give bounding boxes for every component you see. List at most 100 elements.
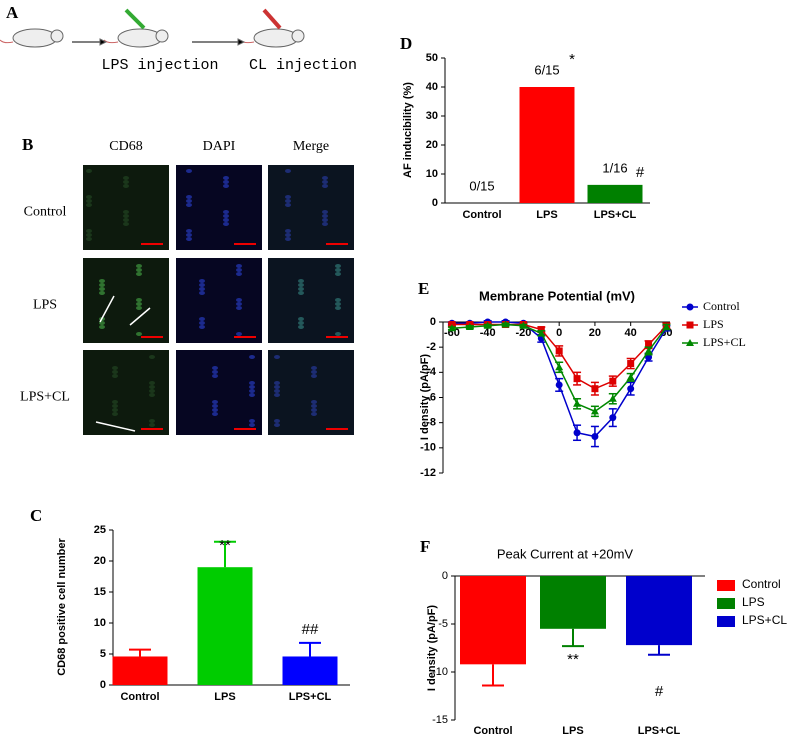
cell bbox=[249, 389, 255, 393]
cell bbox=[311, 370, 317, 374]
cell bbox=[335, 298, 341, 302]
legend-label: LPS bbox=[703, 317, 724, 331]
y-tick-label: 15 bbox=[94, 586, 106, 598]
cell bbox=[212, 366, 218, 370]
cell bbox=[298, 287, 304, 291]
legend-label: Control bbox=[742, 577, 781, 591]
marker bbox=[465, 323, 474, 331]
cell bbox=[212, 400, 218, 404]
cell bbox=[99, 283, 105, 287]
cell bbox=[274, 393, 280, 397]
cell bbox=[223, 222, 229, 226]
cell bbox=[212, 408, 218, 412]
bar bbox=[519, 87, 575, 203]
cell bbox=[285, 195, 291, 199]
cell bbox=[212, 370, 218, 374]
x-tick-label: Control bbox=[462, 209, 501, 221]
micrograph bbox=[268, 258, 354, 343]
y-tick-label: 0 bbox=[430, 316, 436, 328]
cell bbox=[249, 423, 255, 427]
cell bbox=[322, 176, 328, 180]
micrograph bbox=[83, 258, 169, 343]
y-tick-label: -6 bbox=[426, 391, 436, 403]
marker bbox=[686, 339, 694, 346]
y-tick-label: 0 bbox=[100, 679, 106, 691]
x-tick-label: Control bbox=[120, 691, 159, 703]
row-label: LPS bbox=[33, 298, 57, 313]
panel-label: A bbox=[6, 3, 19, 22]
cell bbox=[274, 385, 280, 389]
y-tick-label: 0 bbox=[432, 197, 438, 209]
marker bbox=[555, 347, 563, 355]
mouse bbox=[253, 28, 299, 48]
cell bbox=[136, 306, 142, 310]
cell bbox=[136, 332, 142, 336]
cell bbox=[322, 218, 328, 222]
mouse bbox=[117, 28, 163, 48]
micrograph bbox=[176, 258, 262, 343]
y-tick-label: 30 bbox=[426, 110, 438, 122]
legend-swatch bbox=[717, 616, 735, 627]
cell bbox=[186, 195, 192, 199]
marker bbox=[686, 321, 694, 329]
legend-label: Control bbox=[703, 299, 740, 313]
marker bbox=[555, 381, 563, 389]
chart: F I density (pA/pF) Peak Current at +20mV 0… bbox=[420, 537, 787, 737]
cell bbox=[186, 237, 192, 241]
marker bbox=[609, 414, 617, 422]
cell bbox=[236, 306, 242, 310]
mouse bbox=[291, 29, 305, 43]
cell bbox=[123, 176, 129, 180]
marker bbox=[573, 399, 582, 407]
cell bbox=[274, 381, 280, 385]
cell bbox=[112, 370, 118, 374]
cell bbox=[199, 321, 205, 325]
cell bbox=[311, 408, 317, 412]
marker bbox=[537, 329, 546, 337]
marker bbox=[590, 407, 599, 415]
marker bbox=[591, 433, 599, 441]
arrow-head bbox=[237, 38, 246, 46]
annotation: * bbox=[569, 51, 575, 68]
cell bbox=[136, 302, 142, 306]
annotation: ** bbox=[219, 537, 231, 554]
arrow-head bbox=[99, 38, 108, 46]
cell bbox=[335, 302, 341, 306]
column-header: CD68 bbox=[109, 139, 142, 154]
cell bbox=[249, 355, 255, 359]
cell bbox=[99, 325, 105, 329]
marker bbox=[686, 303, 694, 311]
cell bbox=[86, 169, 92, 173]
y-tick-label: 20 bbox=[426, 139, 438, 151]
cell bbox=[123, 180, 129, 184]
x-tick-label: 40 bbox=[625, 327, 637, 339]
y-tick-label: -10 bbox=[420, 442, 436, 454]
cell bbox=[86, 203, 92, 207]
cell bbox=[285, 229, 291, 233]
cell bbox=[136, 298, 142, 302]
y-tick-label: -2 bbox=[426, 341, 436, 353]
micrograph bbox=[268, 165, 354, 250]
cell bbox=[186, 233, 192, 237]
cell bbox=[298, 291, 304, 295]
arrow bbox=[129, 307, 151, 326]
y-axis-label: CD68 positive cell number bbox=[56, 538, 68, 676]
y-tick-label: 50 bbox=[426, 52, 438, 64]
cell bbox=[123, 210, 129, 214]
cell bbox=[311, 404, 317, 408]
y-tick-label: -8 bbox=[426, 417, 436, 429]
y-axis-label: I density (pA/pF) bbox=[426, 605, 438, 692]
cell bbox=[123, 184, 129, 188]
cell bbox=[123, 218, 129, 222]
cell bbox=[199, 279, 205, 283]
cell bbox=[223, 210, 229, 214]
cell bbox=[236, 272, 242, 276]
annotation: # bbox=[636, 164, 645, 181]
marker bbox=[644, 346, 653, 354]
step-label: CL injection bbox=[249, 57, 357, 74]
marker bbox=[573, 375, 581, 383]
cell bbox=[285, 237, 291, 241]
y-tick-label: -5 bbox=[438, 618, 448, 630]
cell bbox=[322, 180, 328, 184]
